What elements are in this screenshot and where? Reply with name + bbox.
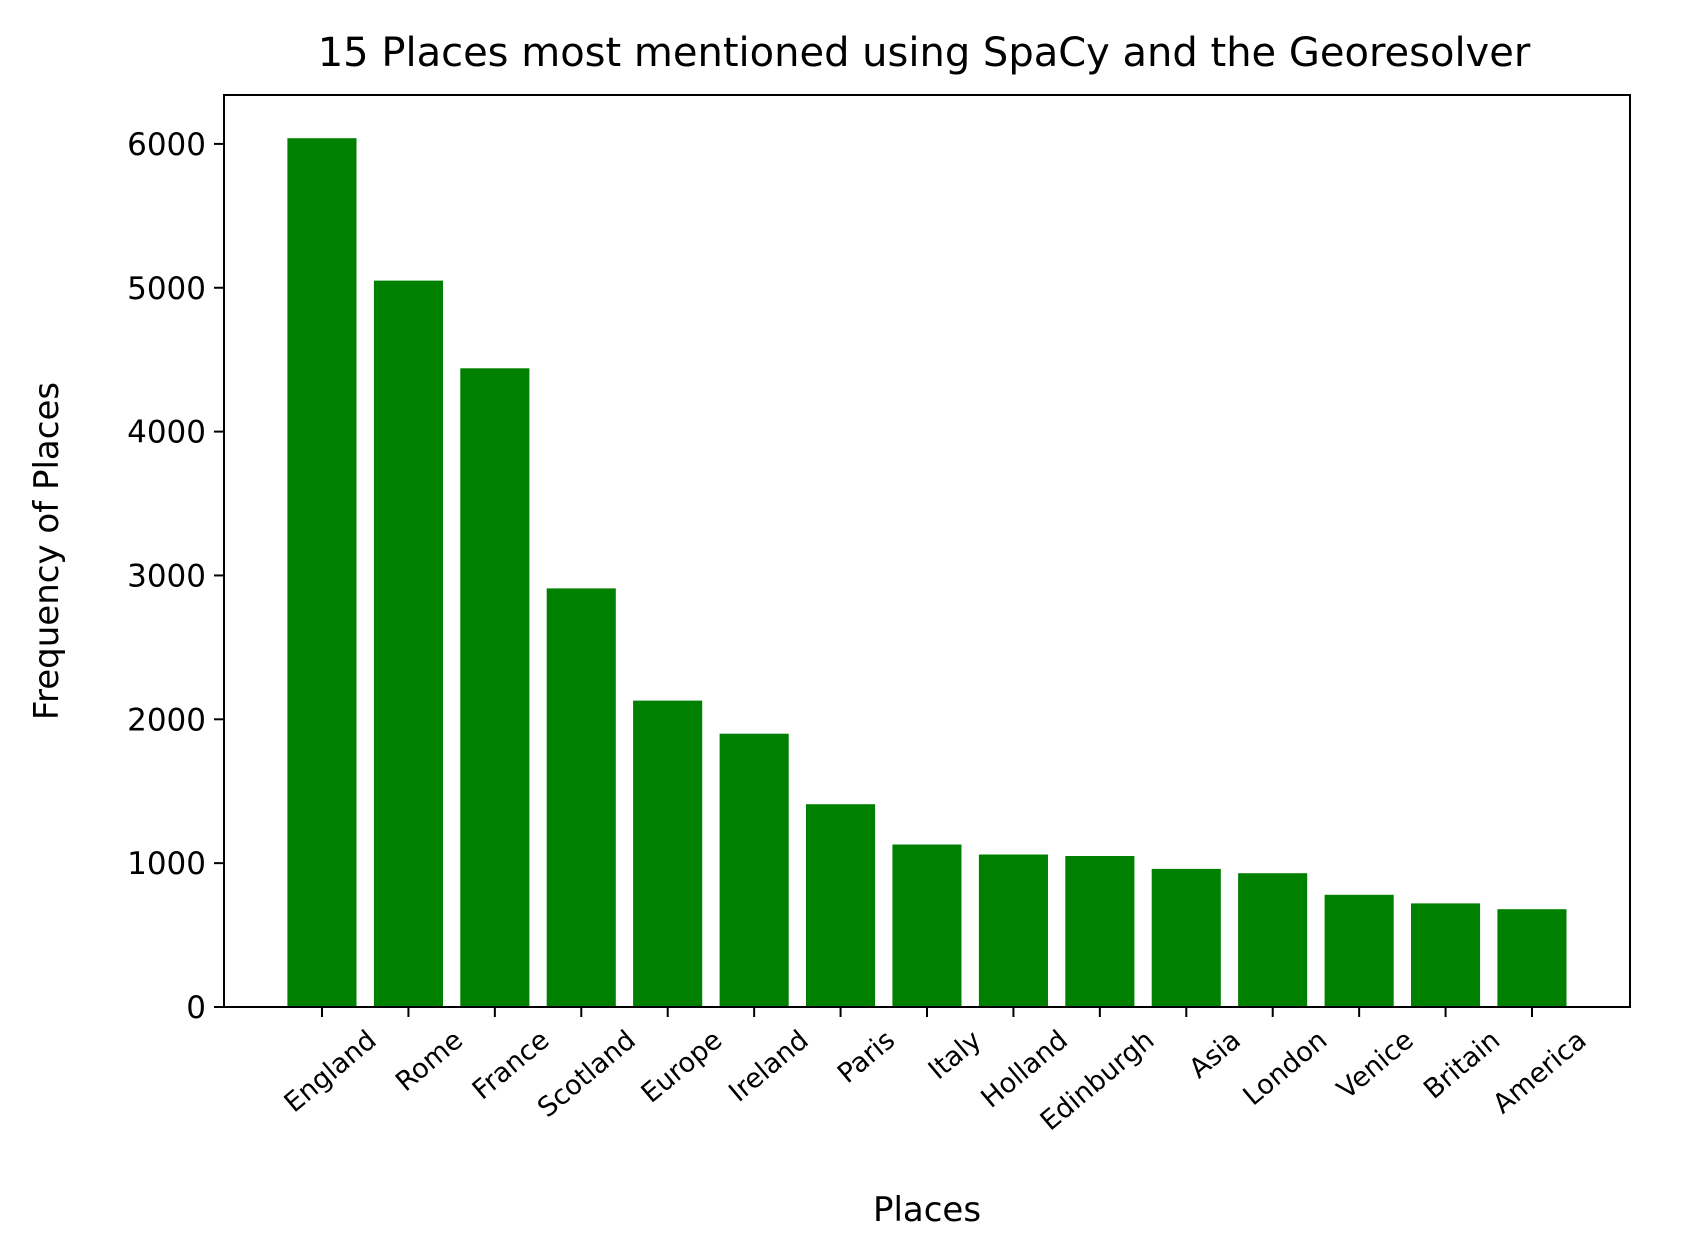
bar-scotland — [546, 588, 616, 1007]
bar-europe — [633, 700, 703, 1007]
y-axis: 0 1000 2000 3000 4000 5000 6000 — [127, 127, 224, 1026]
bar-venice — [1324, 894, 1394, 1007]
bar-britain — [1411, 903, 1481, 1007]
bars-group — [287, 138, 1567, 1008]
y-tick-label: 5000 — [127, 271, 206, 307]
x-tick-label: London — [1237, 1025, 1333, 1112]
x-tick-label: Scotland — [532, 1025, 642, 1124]
bar-france — [460, 368, 530, 1007]
y-axis-label: Frequency of Places — [27, 382, 67, 720]
x-tick-label: England — [279, 1025, 383, 1119]
bar-asia — [1151, 868, 1221, 1007]
x-tick-label: Rome — [390, 1025, 469, 1098]
y-tick-label: 2000 — [127, 702, 206, 738]
bar-italy — [892, 844, 962, 1007]
bar-london — [1238, 873, 1308, 1007]
bar-paris — [806, 804, 876, 1007]
y-tick-label: 4000 — [127, 415, 206, 451]
y-tick-label: 1000 — [127, 846, 206, 882]
x-tick-label: Asia — [1184, 1025, 1247, 1085]
x-tick-label: Ireland — [723, 1025, 814, 1109]
x-tick-label: Italy — [923, 1025, 988, 1086]
x-tick-label: America — [1487, 1025, 1592, 1120]
x-tick-label: Europe — [636, 1025, 729, 1110]
x-tick-label: Venice — [1331, 1025, 1419, 1106]
y-tick-label: 6000 — [127, 127, 206, 163]
chart-title: 15 Places most mentioned using SpaCy and… — [318, 30, 1531, 76]
x-tick-label: Paris — [832, 1025, 901, 1090]
bar-ireland — [719, 733, 789, 1007]
y-tick-label: 3000 — [127, 558, 206, 594]
x-axis-label: Places — [873, 1190, 981, 1230]
y-tick-label: 0 — [186, 990, 206, 1026]
bar-holland — [978, 854, 1048, 1007]
bar-england — [287, 138, 357, 1007]
bar-edinburgh — [1065, 856, 1135, 1007]
bar-america — [1497, 909, 1567, 1007]
bar-rome — [373, 280, 443, 1008]
